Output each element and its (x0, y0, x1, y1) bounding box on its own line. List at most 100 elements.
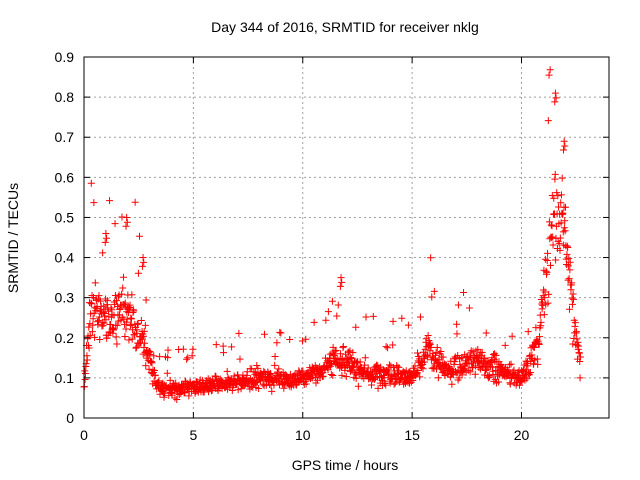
data-point (497, 361, 505, 369)
data-point (466, 368, 474, 376)
data-point (126, 301, 134, 309)
data-point (521, 376, 529, 384)
y-tick-label: 0.7 (55, 129, 75, 145)
data-point (271, 361, 279, 369)
data-point (96, 297, 104, 305)
data-point (485, 373, 493, 381)
data-point (166, 376, 174, 384)
data-point (154, 378, 162, 386)
data-point (395, 363, 403, 371)
data-point (107, 321, 115, 329)
data-point (495, 378, 503, 386)
data-point (100, 302, 108, 310)
data-point (106, 197, 114, 205)
data-point (564, 276, 572, 284)
data-point (557, 199, 565, 207)
data-point (556, 246, 564, 254)
data-point (151, 372, 159, 380)
data-point (328, 297, 336, 305)
data-point (327, 359, 335, 367)
data-point (327, 370, 335, 378)
data-point (518, 378, 526, 386)
data-point (526, 368, 534, 376)
data-point (384, 344, 392, 352)
data-point (382, 343, 390, 351)
data-point (142, 296, 150, 304)
data-point (204, 375, 212, 383)
data-point (574, 338, 582, 346)
data-point (228, 343, 236, 351)
data-point (547, 261, 555, 269)
data-point (133, 343, 141, 351)
data-point (87, 299, 95, 307)
data-point (87, 179, 95, 187)
data-point (111, 220, 119, 228)
data-point (524, 362, 532, 370)
data-point (569, 340, 577, 348)
data-point (132, 329, 140, 337)
data-point (555, 239, 563, 247)
data-point (224, 385, 232, 393)
data-point (160, 393, 168, 401)
data-point (430, 287, 438, 295)
data-point (105, 328, 113, 336)
data-point (543, 268, 551, 276)
data-point (87, 310, 95, 318)
data-point (141, 321, 149, 329)
data-point (491, 350, 499, 358)
data-point (552, 94, 560, 102)
data-point (260, 367, 268, 375)
data-point (337, 274, 345, 282)
data-point (302, 335, 310, 343)
data-point (552, 256, 560, 264)
data-point (145, 349, 153, 357)
data-point (361, 354, 369, 362)
data-point (549, 241, 557, 249)
data-point (85, 323, 93, 331)
data-point (163, 369, 171, 377)
data-point (136, 232, 144, 240)
data-point (255, 384, 263, 392)
data-point (140, 344, 148, 352)
data-point (126, 321, 134, 329)
data-point (338, 371, 346, 379)
grid-lines (84, 57, 609, 418)
data-point (374, 362, 382, 370)
y-tick-label: 0.1 (55, 370, 75, 386)
data-point (416, 373, 424, 381)
data-point (298, 337, 306, 345)
data-point (184, 354, 192, 362)
data-point (416, 313, 424, 321)
data-point (480, 354, 488, 362)
data-point (563, 260, 571, 268)
data-point (141, 339, 149, 347)
data-point (353, 359, 361, 367)
data-point (549, 233, 557, 241)
data-point (94, 321, 102, 329)
data-point (465, 304, 473, 312)
data-point (561, 203, 569, 211)
data-point (556, 234, 564, 242)
data-point (565, 254, 573, 262)
data-point (543, 256, 551, 264)
data-point (561, 227, 569, 235)
data-point (112, 333, 120, 341)
data-point (103, 297, 111, 305)
data-point (122, 318, 130, 326)
data-point (346, 368, 354, 376)
data-point (372, 374, 380, 382)
y-tick-label: 0 (66, 410, 74, 426)
data-point (557, 219, 565, 227)
data-point (267, 370, 275, 378)
y-tick-label: 0.3 (55, 290, 75, 306)
data-point (558, 174, 566, 182)
data-point (553, 189, 561, 197)
data-point (324, 366, 332, 374)
data-point (117, 301, 125, 309)
data-point (389, 341, 397, 349)
data-point (156, 353, 164, 361)
data-point (454, 301, 462, 309)
data-point (472, 347, 480, 355)
data-point (346, 347, 354, 355)
